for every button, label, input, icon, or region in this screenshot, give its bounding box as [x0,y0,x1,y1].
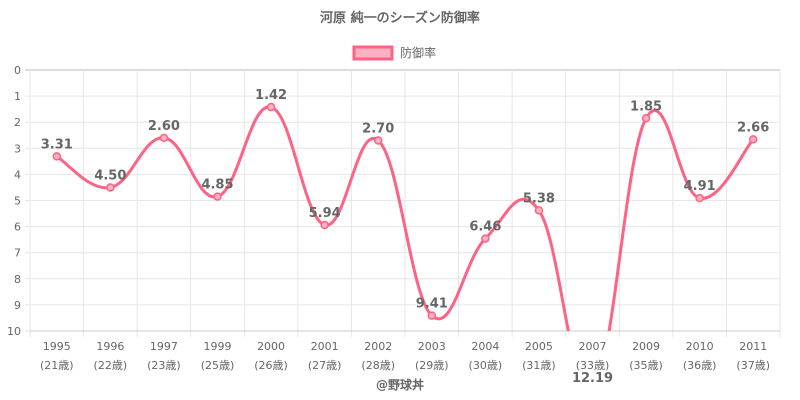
x-tick-sublabel: (21歳) [40,359,74,372]
x-tick-label: 2009 [632,340,660,353]
data-point [52,152,62,161]
x-tick-sublabel: (26歳) [254,359,288,372]
x-tick-sublabel: (22歳) [94,359,128,372]
data-label: 4.91 [684,179,716,194]
x-tick-sublabel: (27歳) [308,359,342,372]
data-label: 4.50 [94,168,126,183]
data-point [481,234,490,243]
legend[interactable]: 防御率 [352,45,436,61]
x-tick-sublabel: (36歳) [683,359,717,372]
data-label: 9.41 [416,297,448,312]
y-tick-label: 1 [14,90,21,103]
chart-title: 河原 純一のシーズン防御率 [320,10,480,26]
data-label: 2.70 [362,121,394,136]
y-tick-label: 6 [14,221,21,234]
x-tick-sublabel: (35歳) [629,359,663,372]
x-tick-sublabel: (23歳) [147,359,181,372]
data-label: 1.85 [630,99,662,114]
data-point [695,193,704,203]
x-tick-label: 2000 [257,340,285,353]
x-tick-label: 2004 [471,340,499,353]
legend-swatch [352,45,394,61]
data-point [534,206,544,215]
data-label: 6.46 [469,220,501,235]
x-tick-label: 1995 [43,340,71,353]
y-tick-label: 10 [7,325,21,338]
data-point [213,192,222,201]
y-tick-label: 3 [14,142,21,155]
y-tick-label: 5 [14,195,21,208]
x-tick-sublabel: (33歳) [576,359,610,372]
data-label: 3.31 [41,137,73,152]
data-point [106,183,115,192]
x-tick-label: 2010 [686,340,714,353]
data-label: 5.94 [309,206,341,221]
y-tick-label: 2 [14,116,21,129]
y-tick-label: 4 [14,168,21,181]
x-tick-sublabel: (28歳) [361,359,395,372]
data-point [159,133,169,143]
data-label: 4.85 [201,178,233,193]
x-tick-label: 2001 [311,340,339,353]
x-tick-label: 2011 [739,340,767,353]
x-tick-sublabel: (29歳) [415,359,449,372]
x-tick-sublabel: (37歳) [736,359,770,372]
data-point [266,102,276,112]
y-tick-label: 8 [14,273,21,286]
data-point [427,311,437,320]
x-tick-label: 2003 [418,340,446,353]
data-point [641,114,651,123]
credit: @野球丼 [376,377,424,392]
legend-label: 防御率 [400,45,436,60]
data-label: 5.38 [523,191,555,206]
data-point [373,136,383,145]
x-tick-label: 2007 [579,340,607,353]
data-label: 1.42 [255,88,287,103]
x-tick-sublabel: (30歳) [469,359,503,372]
x-tick-label: 1997 [150,340,178,353]
data-label: 2.66 [737,120,769,135]
y-tick-label: 7 [14,247,21,260]
x-tick-label: 2002 [364,340,392,353]
data-label: 2.60 [148,119,180,134]
x-tick-label: 2005 [525,340,553,353]
x-tick-sublabel: (25歳) [201,359,235,372]
data-label: 12.19 [572,371,613,386]
x-tick-label: 1996 [96,340,124,353]
series-line [55,105,755,331]
data-point [748,135,758,144]
x-tick-sublabel: (31歳) [522,359,556,372]
x-tick-label: 1999 [204,340,232,353]
y-tick-label: 0 [14,64,21,77]
data-point [320,220,329,230]
y-tick-label: 9 [14,299,21,312]
